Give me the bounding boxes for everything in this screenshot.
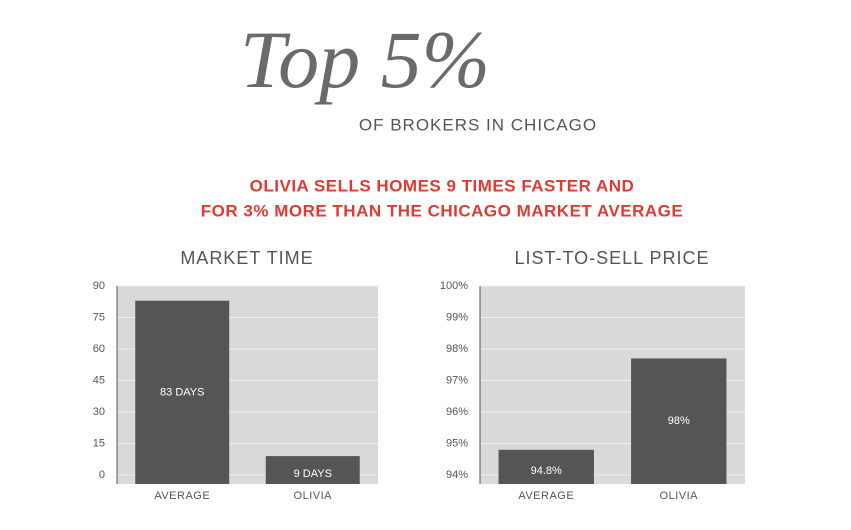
x-tick-label: OLIVIA — [660, 490, 699, 502]
bar — [498, 449, 594, 484]
y-tick-label: 98% — [446, 343, 468, 355]
y-tick-label: 97% — [446, 374, 468, 386]
value-label: 94.8% — [531, 465, 562, 477]
headline-line: FOR 3% MORE THAN THE CHICAGO MARKET AVER… — [201, 201, 683, 220]
y-tick-label: 0 — [99, 469, 105, 481]
y-tick-label: 100% — [440, 280, 468, 292]
y-tick-label: 94% — [446, 469, 468, 481]
value-label: 98% — [668, 415, 690, 427]
x-tick-label: AVERAGE — [518, 490, 574, 502]
x-tick-label: OLIVIA — [294, 490, 333, 502]
y-tick-label: 45 — [93, 374, 105, 386]
y-tick-label: 99% — [446, 311, 468, 323]
y-tick-label: 15 — [93, 437, 105, 449]
main-title: Top 5% — [240, 14, 490, 105]
y-tick-label: 95% — [446, 437, 468, 449]
y-tick-label: 60 — [93, 343, 105, 355]
value-label: 9 DAYS — [294, 468, 332, 480]
headline-line: OLIVIA SELLS HOMES 9 TIMES FASTER AND — [250, 176, 635, 195]
y-tick-label: 90 — [93, 280, 105, 292]
bar — [265, 456, 360, 484]
y-tick-label: 30 — [93, 406, 105, 418]
y-tick-label: 96% — [446, 406, 468, 418]
x-tick-label: AVERAGE — [154, 490, 210, 502]
value-label: 83 DAYS — [160, 386, 204, 398]
y-tick-label: 75 — [93, 311, 105, 323]
subtitle: OF BROKERS IN CHICAGO — [359, 115, 597, 134]
bar — [135, 300, 230, 484]
chart-title: LIST-TO-SELL PRICE — [514, 248, 709, 268]
bar — [631, 358, 727, 484]
chart-title: MARKET TIME — [180, 248, 313, 268]
